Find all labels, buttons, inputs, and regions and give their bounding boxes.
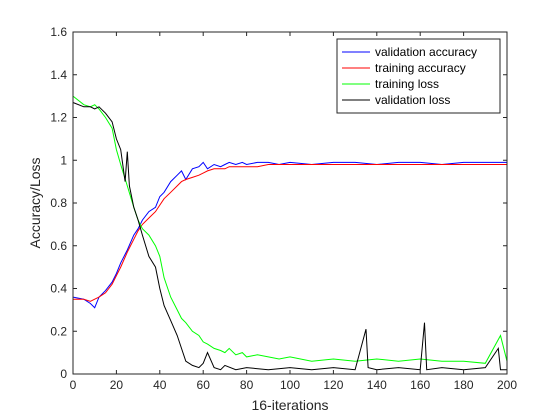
- x-tick-label: 20: [110, 378, 124, 392]
- y-tick-label: 0.2: [50, 324, 67, 338]
- x-tick-label: 60: [197, 378, 211, 392]
- series-line-training-accuracy: [73, 164, 507, 302]
- x-tick-label: 40: [153, 378, 167, 392]
- y-axis-label: Accuracy/Loss: [27, 157, 43, 248]
- y-tick-label: 1.6: [50, 25, 67, 39]
- legend-label: validation loss: [375, 93, 450, 107]
- x-tick-label: 0: [70, 378, 77, 392]
- legend-label: training accuracy: [375, 61, 466, 75]
- y-tick-label: 0.4: [50, 282, 67, 296]
- x-tick-label: 120: [323, 378, 343, 392]
- x-tick-label: 180: [454, 378, 474, 392]
- legend-label: training loss: [375, 77, 439, 91]
- x-tick-label: 100: [280, 378, 300, 392]
- y-tick-label: 1: [60, 153, 67, 167]
- legend: validation accuracy training accuracy trai…: [336, 38, 501, 114]
- y-tick-label: 1.2: [50, 111, 67, 125]
- series-line-validation-loss: [72, 102, 507, 371]
- axes-layer: 0 20 40 60 80 100 120 140 160 180 200 0 0.2 0.4 0.6 0.8…: [50, 25, 517, 392]
- y-tick-label: 0.8: [50, 196, 67, 210]
- legend-label: validation accuracy: [375, 45, 477, 59]
- series-line-training-loss: [72, 95, 508, 364]
- x-tick-label: 140: [367, 378, 387, 392]
- series-layer: [72, 95, 508, 371]
- y-tick-label: 0.6: [50, 239, 67, 253]
- x-axis-label: 16-iterations: [251, 397, 328, 413]
- x-tick-label: 200: [497, 378, 517, 392]
- x-tick-label: 160: [410, 378, 430, 392]
- series-line-validation-accuracy: [72, 161, 507, 309]
- legend-box: [336, 38, 501, 114]
- y-tick-label: 0: [60, 367, 67, 381]
- x-tick-label: 80: [240, 378, 254, 392]
- y-tick-label: 1.4: [50, 68, 67, 82]
